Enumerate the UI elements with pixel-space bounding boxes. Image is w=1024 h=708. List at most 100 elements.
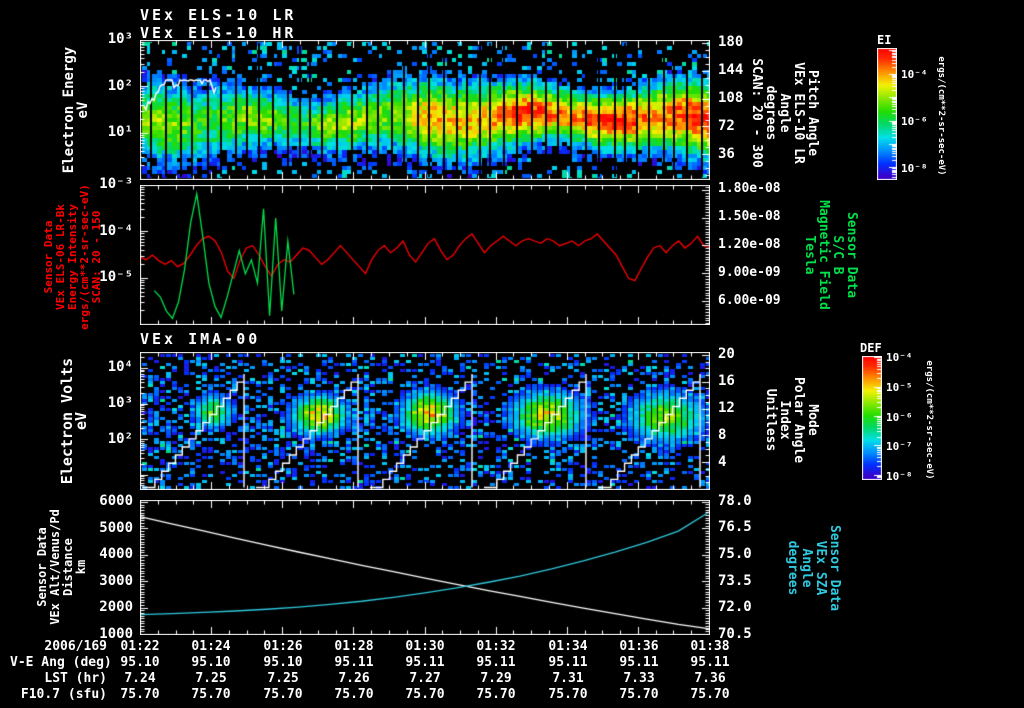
p1-left-tick-label: 10²	[107, 78, 133, 94]
p4-right-tick-label: 75.0	[718, 546, 752, 562]
els-colorbar-tick-label: 10⁻⁴	[901, 68, 928, 81]
axis-row-value: 7.24	[124, 671, 156, 686]
els-colorbar-tick-label: 10⁻⁸	[901, 162, 928, 175]
ima-colorbar-tick-label: 10⁻⁶	[886, 411, 913, 424]
p1-right-label-line: VEx ELS-10 LR	[791, 62, 806, 164]
p1-right-tick-label: 180	[718, 34, 744, 50]
axis-row-value: 7.27	[409, 671, 441, 686]
p3-right-tick-label: 20	[718, 346, 735, 362]
axis-row-value: 95.10	[263, 655, 303, 670]
p4-right-label-line: VEx SZA	[813, 540, 828, 596]
axis-row-value: 75.70	[334, 687, 374, 702]
axis-row-value: 7.31	[552, 671, 584, 686]
ima-colorbar-tick-label: 10⁻⁵	[886, 381, 913, 394]
axis-row-value: 95.11	[405, 655, 445, 670]
time-tick-label: 01:34	[548, 639, 588, 654]
p2-right-tick-label: 1.50e-08	[718, 209, 781, 224]
p2-left-tick-label: 10⁻⁴	[99, 223, 133, 239]
p3-right-tick-label: 16	[718, 373, 735, 389]
els-spectrogram-canvas	[140, 40, 710, 180]
p1-right-label-line: degrees	[763, 85, 778, 141]
axis-row-label: V-E Ang (deg)	[10, 655, 112, 670]
date-label: 2006/169	[44, 639, 107, 654]
p4-right-label-line: Angle	[799, 548, 814, 588]
axis-row-value: 75.70	[405, 687, 445, 702]
axis-row-value: 75.70	[548, 687, 588, 702]
axis-row-value: 75.70	[690, 687, 730, 702]
p4-left-tick-label: 6000	[99, 493, 133, 509]
plot-title-ima: VEx IMA-00	[140, 330, 261, 348]
p2-right-label-line: S/C B	[830, 235, 845, 275]
plot-title-els-hr: VEx ELS-10 HR	[140, 24, 297, 42]
time-tick-label: 01:32	[476, 639, 516, 654]
axis-row-label: F10.7 (sfu)	[20, 687, 107, 702]
p2-left-tick-label: 10⁻⁵	[99, 269, 133, 285]
axis-row-value: 7.36	[694, 671, 726, 686]
p3-right-label-line: Index	[777, 400, 792, 440]
p4-right-label-line: degrees	[785, 540, 800, 596]
time-tick-label: 01:36	[619, 639, 659, 654]
p2-left-axis-label: Sensor Data VEx ELS-06 LR-Bk Energy Intens…	[42, 184, 103, 330]
els-colorbar-tick-label: 10⁻⁶	[901, 115, 928, 128]
els-colorbar-title: EI	[877, 33, 892, 47]
ima-colorbar-tick-label: 10⁻⁴	[886, 351, 913, 364]
p1-right-tick-label: 108	[718, 90, 744, 106]
axis-row-value: 75.70	[476, 687, 516, 702]
p2-right-label-line: Magnetic Field	[816, 200, 831, 310]
axis-row-value: 7.29	[480, 671, 512, 686]
p3-left-axis-label: Electron Volts eV	[58, 358, 90, 484]
ima-spectrogram-canvas	[140, 352, 710, 490]
p1-left-label-line: Electron Energy	[61, 46, 77, 174]
p4-right-tick-label: 78.0	[718, 493, 752, 509]
p2-right-tick-label: 1.20e-08	[718, 237, 781, 252]
p4-right-tick-label: 70.5	[718, 626, 752, 642]
p1-left-axis-label: Electron Energy eV	[61, 46, 91, 174]
altitude-sza-canvas	[140, 500, 710, 635]
time-tick-label: 01:22	[120, 639, 160, 654]
axis-row-value: 95.11	[476, 655, 516, 670]
p4-right-label-line: Sensor Data	[827, 524, 842, 612]
time-tick-label: 01:26	[263, 639, 303, 654]
p3-left-tick-label: 10²	[107, 431, 133, 447]
p3-right-tick-label: 4	[718, 454, 727, 470]
p4-left-tick-label: 5000	[99, 520, 133, 536]
p4-left-tick-label: 4000	[99, 546, 133, 562]
axis-row-value: 7.25	[195, 671, 227, 686]
p2-right-tick-label: 1.80e-08	[718, 181, 781, 196]
p1-right-tick-label: 36	[718, 146, 735, 162]
ima-colorbar-tick-label: 10⁻⁷	[886, 440, 913, 453]
p1-right-axis-label: Pitch Angle VEx ELS-10 LR Angle degrees SCAN…	[749, 58, 820, 168]
axis-row-value: 75.70	[263, 687, 303, 702]
plot-title-els-lr: VEx ELS-10 LR	[140, 6, 297, 24]
p3-left-tick-label: 10³	[107, 395, 133, 411]
axis-row-label: LST (hr)	[44, 671, 107, 686]
p2-left-tick-label: 10⁻³	[99, 176, 133, 192]
ima-colorbar-tick-label: 10⁻⁸	[886, 470, 913, 483]
els-colorbar-units: ergs/(cm**2-sr-sec-eV)	[936, 56, 946, 176]
ima-colorbar	[862, 356, 882, 480]
axis-row-value: 95.11	[548, 655, 588, 670]
axis-row-value: 95.11	[690, 655, 730, 670]
p3-right-label-line: Unitless	[763, 388, 778, 452]
p4-right-tick-label: 73.5	[718, 573, 752, 589]
time-tick-label: 01:30	[405, 639, 445, 654]
p1-right-label-line: Angle	[777, 93, 792, 133]
axis-row-value: 95.10	[120, 655, 160, 670]
axis-row-value: 75.70	[120, 687, 160, 702]
p4-right-tick-label: 72.0	[718, 599, 752, 615]
axis-row-value: 7.26	[338, 671, 370, 686]
p2-left-label-line: SCAN: 20 - 150	[90, 210, 103, 304]
p2-right-label-line: Sensor Data	[844, 211, 859, 299]
p3-right-label-line: Mode	[805, 404, 820, 436]
ima-colorbar-units: ergs/(cm**2-sr-sec-eV)	[924, 360, 934, 480]
p1-right-tick-label: 144	[718, 62, 744, 78]
p3-right-label-line: Polar Angle	[791, 376, 806, 464]
p1-right-label-line: Pitch Angle	[805, 69, 820, 157]
time-tick-label: 01:24	[191, 639, 231, 654]
time-tick-label: 01:38	[690, 639, 730, 654]
p3-right-axis-label: Mode Polar Angle Index Unitless	[763, 376, 820, 464]
els-colorbar	[877, 48, 897, 180]
axis-row-value: 7.33	[623, 671, 655, 686]
p1-left-tick-label: 10¹	[107, 124, 133, 140]
